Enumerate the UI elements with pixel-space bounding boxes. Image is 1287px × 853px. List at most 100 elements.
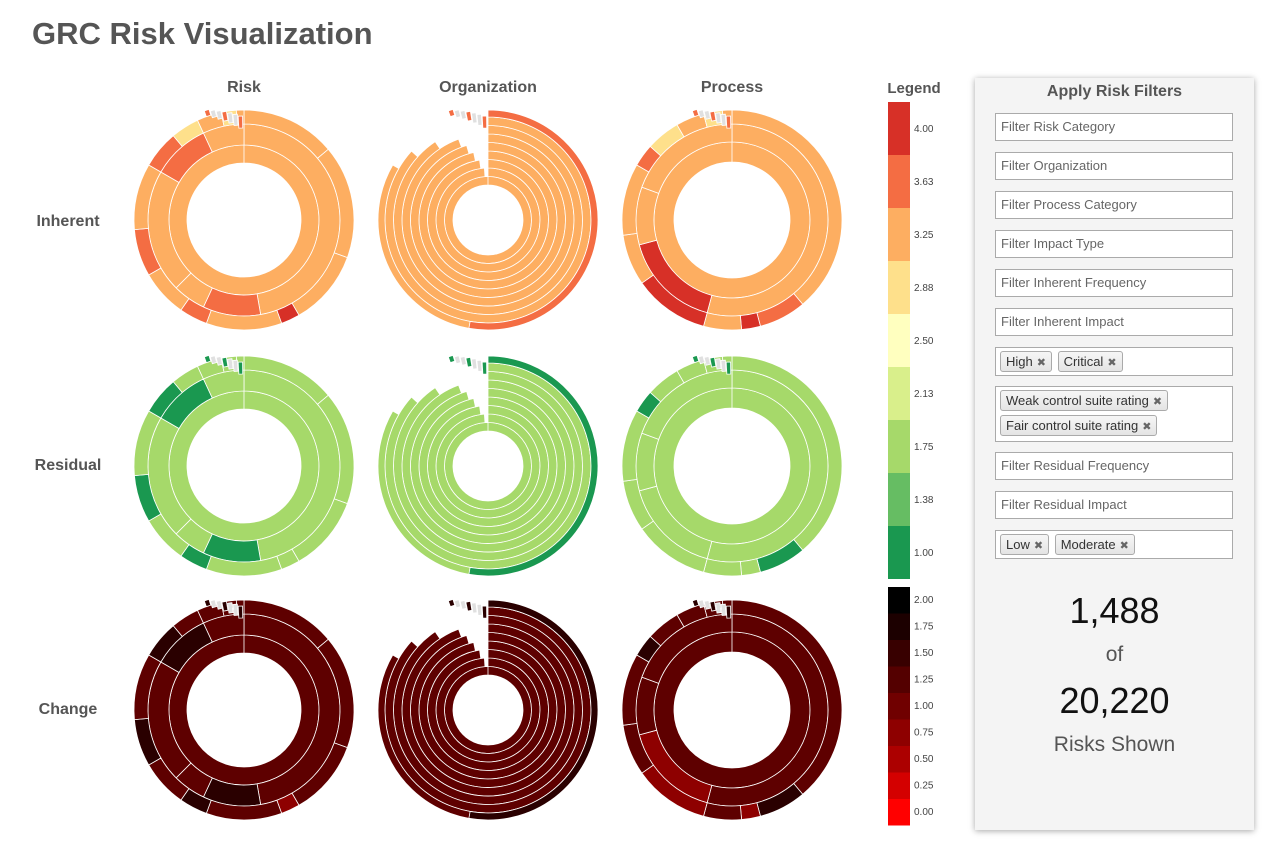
sunburst-segment[interactable] (653, 631, 811, 789)
sunburst-segment[interactable] (215, 109, 223, 120)
sunburst-change-risk[interactable] (133, 598, 355, 821)
sunburst-segment[interactable] (468, 599, 599, 821)
sunburst-segment[interactable] (653, 141, 811, 299)
sunburst-segment[interactable] (715, 112, 722, 124)
sunburst-segment[interactable] (653, 387, 811, 545)
sunburst-segment[interactable] (481, 361, 488, 375)
sunburst-segment[interactable] (215, 599, 223, 610)
sunburst-segment[interactable] (203, 354, 212, 364)
sunburst-segment[interactable] (168, 634, 320, 786)
sunburst-segment[interactable] (691, 354, 700, 364)
sunburst-segment[interactable] (720, 359, 727, 372)
sunburst-segment[interactable] (471, 602, 478, 614)
sunburst-segment[interactable] (703, 599, 711, 610)
sunburst-segment[interactable] (697, 599, 706, 609)
sunburst-segment[interactable] (209, 109, 218, 119)
remove-tag-icon[interactable]: ✖ (1152, 396, 1163, 408)
sunburst-segment[interactable] (444, 176, 532, 264)
sunburst-segment[interactable] (227, 358, 234, 370)
sunburst-segment[interactable] (209, 355, 218, 365)
sunburst-inherent-organization[interactable] (377, 108, 599, 331)
sunburst-segment[interactable] (471, 358, 478, 370)
sunburst-segment[interactable] (221, 600, 229, 612)
sunburst-segment[interactable] (468, 355, 599, 577)
sunburst-segment[interactable] (703, 109, 711, 120)
sunburst-segment[interactable] (232, 113, 239, 126)
sunburst-segment[interactable] (237, 361, 244, 375)
sunburst-segment[interactable] (476, 603, 483, 616)
sunburst-segment[interactable] (203, 108, 212, 118)
sunburst-segment[interactable] (739, 312, 761, 331)
sunburst-segment[interactable] (725, 115, 732, 129)
sunburst-inherent-process[interactable] (621, 108, 843, 331)
sunburst-residual-organization[interactable] (377, 354, 599, 577)
sunburst-segment[interactable] (168, 144, 320, 296)
sunburst-segment[interactable] (476, 113, 483, 126)
sunburst-segment[interactable] (459, 109, 467, 120)
sunburst-segment[interactable] (447, 354, 456, 364)
sunburst-segment[interactable] (453, 599, 462, 609)
sunburst-segment[interactable] (481, 115, 488, 129)
sunburst-segment[interactable] (465, 600, 473, 612)
sunburst-segment[interactable] (221, 110, 229, 122)
filter-residual-impact-input[interactable]: Filter Residual Impact (995, 491, 1233, 519)
sunburst-segment[interactable] (232, 359, 239, 372)
sunburst-segment[interactable] (468, 109, 599, 331)
sunburst-segment[interactable] (709, 110, 717, 122)
sunburst-segment[interactable] (720, 113, 727, 126)
sunburst-segment[interactable] (471, 112, 478, 124)
remove-tag-icon[interactable]: ✖ (1119, 540, 1129, 552)
remove-tag-icon[interactable]: ✖ (1107, 357, 1117, 369)
sunburst-segment[interactable] (203, 598, 212, 608)
sunburst-change-organization[interactable] (377, 598, 599, 821)
control-rating-tag-input[interactable]: Weak control suite rating ✖ Fair control … (995, 386, 1233, 442)
sunburst-segment[interactable] (715, 602, 722, 614)
filter-inherent-impact-input[interactable]: Filter Inherent Impact (995, 308, 1233, 336)
filter-organization-input[interactable]: Filter Organization (995, 152, 1233, 180)
sunburst-segment[interactable] (168, 390, 320, 542)
sunburst-segment[interactable] (739, 802, 761, 821)
sunburst-segment[interactable] (237, 605, 244, 619)
remove-tag-icon[interactable]: ✖ (1142, 421, 1152, 433)
sunburst-segment[interactable] (232, 603, 239, 616)
sunburst-segment[interactable] (697, 355, 706, 365)
sunburst-segment[interactable] (453, 109, 462, 119)
sunburst-segment[interactable] (447, 598, 456, 608)
sunburst-segment[interactable] (453, 355, 462, 365)
sunburst-change-process[interactable] (621, 598, 843, 821)
sunburst-segment[interactable] (444, 422, 532, 510)
sunburst-segment[interactable] (465, 110, 473, 122)
sunburst-segment[interactable] (476, 359, 483, 372)
filter-residual-frequency-input[interactable]: Filter Residual Frequency (995, 452, 1233, 480)
sunburst-segment[interactable] (709, 356, 717, 368)
sunburst-segment[interactable] (215, 355, 223, 366)
sunburst-segment[interactable] (447, 108, 456, 118)
sunburst-segment[interactable] (459, 355, 467, 366)
sunburst-segment[interactable] (725, 361, 732, 375)
sunburst-segment[interactable] (691, 108, 700, 118)
sunburst-segment[interactable] (227, 112, 234, 124)
sunburst-residual-risk[interactable] (133, 354, 355, 577)
sunburst-segment[interactable] (691, 598, 700, 608)
sunburst-segment[interactable] (444, 666, 532, 754)
filter-process-category-input[interactable]: Filter Process Category (995, 191, 1233, 219)
residual-impact-tag-input[interactable]: Low ✖ Moderate ✖ (995, 530, 1233, 559)
sunburst-segment[interactable] (720, 603, 727, 616)
sunburst-segment[interactable] (725, 605, 732, 619)
remove-tag-icon[interactable]: ✖ (1036, 357, 1046, 369)
sunburst-segment[interactable] (715, 358, 722, 370)
sunburst-segment[interactable] (227, 602, 234, 614)
filter-risk-category-input[interactable]: Filter Risk Category (995, 113, 1233, 141)
inherent-impact-tag-input[interactable]: High ✖ Critical ✖ (995, 347, 1233, 376)
sunburst-chart-grid[interactable] (0, 0, 880, 853)
sunburst-segment[interactable] (709, 600, 717, 612)
sunburst-segment[interactable] (465, 356, 473, 368)
sunburst-segment[interactable] (697, 109, 706, 119)
filter-impact-type-input[interactable]: Filter Impact Type (995, 230, 1233, 258)
sunburst-residual-process[interactable] (621, 354, 843, 577)
sunburst-segment[interactable] (459, 599, 467, 610)
sunburst-segment[interactable] (221, 356, 229, 368)
filter-inherent-frequency-input[interactable]: Filter Inherent Frequency (995, 269, 1233, 297)
sunburst-segment[interactable] (237, 115, 244, 129)
sunburst-segment[interactable] (739, 558, 761, 577)
